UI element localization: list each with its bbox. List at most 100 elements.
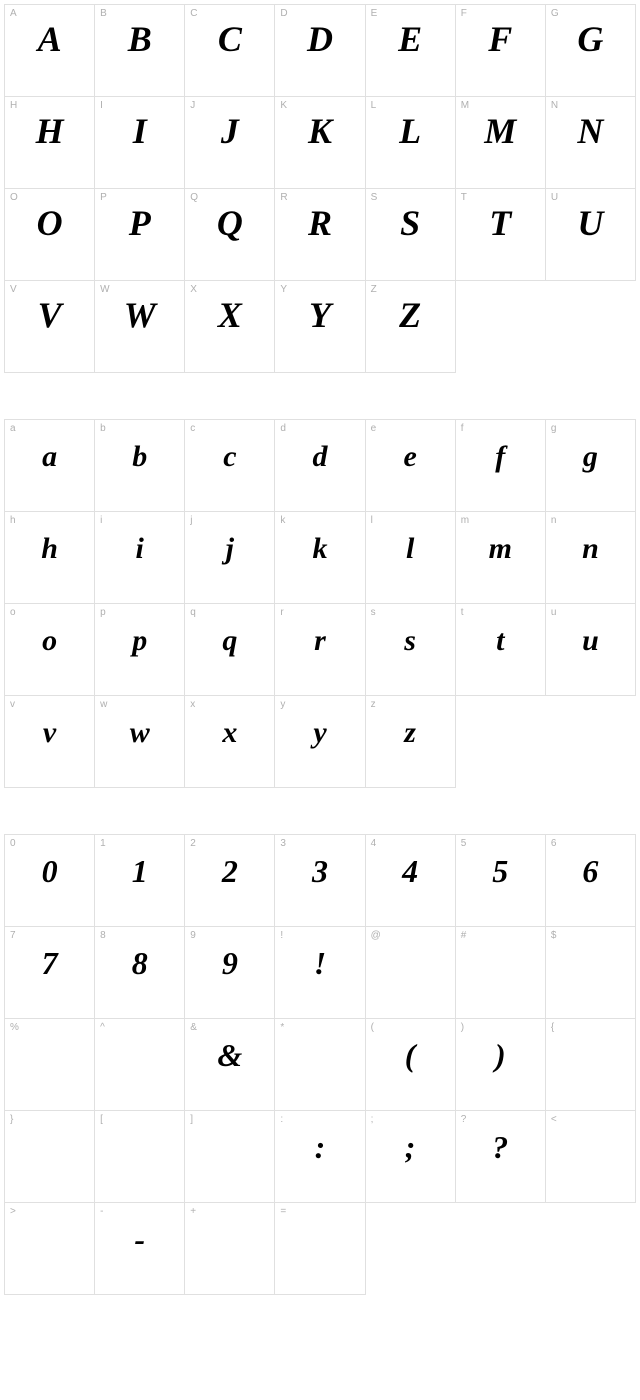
- glyph-label: >: [10, 1206, 16, 1217]
- glyph-label: 1: [100, 838, 106, 849]
- glyph-label: Z: [371, 284, 377, 295]
- glyph-cell: 11: [95, 835, 185, 927]
- glyph-cell: ;;: [366, 1111, 456, 1203]
- glyph-cell: EE: [366, 5, 456, 97]
- glyph-cell: $: [546, 927, 636, 1019]
- glyph-display: X: [185, 297, 274, 333]
- glyph-cell: ii: [95, 512, 185, 604]
- glyph-label: i: [100, 515, 103, 526]
- glyph-label: [: [100, 1114, 103, 1125]
- glyph-label: C: [190, 8, 198, 19]
- glyph-label: q: [190, 607, 196, 618]
- glyph-label: ?: [461, 1114, 467, 1125]
- glyph-display: 4: [366, 855, 455, 887]
- glyph-display: v: [5, 718, 94, 748]
- glyph-cell: ZZ: [366, 281, 456, 373]
- glyph-label: %: [10, 1022, 19, 1033]
- glyph-cell: UU: [546, 189, 636, 281]
- glyph-label: o: [10, 607, 16, 618]
- glyph-label: <: [551, 1114, 557, 1125]
- glyph-cell: <: [546, 1111, 636, 1203]
- glyph-cell: RR: [275, 189, 365, 281]
- glyph-cell: [: [95, 1111, 185, 1203]
- glyph-label: 2: [190, 838, 196, 849]
- glyph-label: ;: [371, 1114, 374, 1125]
- glyph-cell: DD: [275, 5, 365, 97]
- glyph-cell: ]: [185, 1111, 275, 1203]
- glyph-cell: uu: [546, 604, 636, 696]
- glyph-label: K: [280, 100, 287, 111]
- glyph-display: 2: [185, 855, 274, 887]
- glyph-cell: YY: [275, 281, 365, 373]
- glyph-label: -: [100, 1206, 104, 1217]
- glyph-label: l: [371, 515, 374, 526]
- glyph-cell: oo: [5, 604, 95, 696]
- glyph-display: O: [5, 205, 94, 241]
- glyph-display: U: [546, 205, 635, 241]
- glyph-label: 9: [190, 930, 196, 941]
- glyph-label: e: [371, 423, 377, 434]
- glyph-cell: 00: [5, 835, 95, 927]
- glyph-grid-symbols: 00112233445566778899!!@#$%^&&*(()){}[]::…: [4, 834, 636, 1295]
- glyph-display: -: [95, 1223, 184, 1255]
- glyph-display: w: [95, 718, 184, 748]
- glyph-label: $: [551, 930, 557, 941]
- glyph-cell: BB: [95, 5, 185, 97]
- glyph-cell: *: [275, 1019, 365, 1111]
- glyph-cell: ff: [456, 420, 546, 512]
- glyph-cell: ww: [95, 696, 185, 788]
- glyph-display: j: [185, 534, 274, 564]
- glyph-display: T: [456, 205, 545, 241]
- glyph-cell: +: [185, 1203, 275, 1295]
- glyph-display: k: [275, 534, 364, 564]
- glyph-cell: !!: [275, 927, 365, 1019]
- glyph-display: (: [366, 1039, 455, 1071]
- glyph-label: G: [551, 8, 559, 19]
- glyph-display: E: [366, 21, 455, 57]
- glyph-cell: vv: [5, 696, 95, 788]
- glyph-display: o: [5, 626, 94, 656]
- glyph-display: x: [185, 718, 274, 748]
- glyph-display: c: [185, 442, 274, 472]
- glyph-display: I: [95, 113, 184, 149]
- glyph-display: !: [275, 947, 364, 979]
- glyph-cell: tt: [456, 604, 546, 696]
- section-lowercase: aabbccddeeffgghhiijjkkllmmnnooppqqrrsstt…: [4, 419, 636, 788]
- glyph-display: i: [95, 534, 184, 564]
- glyph-cell: AA: [5, 5, 95, 97]
- glyph-display: F: [456, 21, 545, 57]
- glyph-label: h: [10, 515, 16, 526]
- glyph-cell: 66: [546, 835, 636, 927]
- glyph-cell: dd: [275, 420, 365, 512]
- glyph-label: d: [280, 423, 286, 434]
- glyph-cell: ((: [366, 1019, 456, 1111]
- glyph-display: K: [275, 113, 364, 149]
- glyph-display: D: [275, 21, 364, 57]
- glyph-display: y: [275, 718, 364, 748]
- glyph-label: J: [190, 100, 195, 111]
- glyph-display: W: [95, 297, 184, 333]
- glyph-label: D: [280, 8, 288, 19]
- glyph-label: U: [551, 192, 559, 203]
- glyph-display: 8: [95, 947, 184, 979]
- glyph-label: p: [100, 607, 106, 618]
- glyph-label: Y: [280, 284, 287, 295]
- glyph-cell: zz: [366, 696, 456, 788]
- glyph-label: y: [280, 699, 285, 710]
- glyph-cell: JJ: [185, 97, 275, 189]
- glyph-cell: bb: [95, 420, 185, 512]
- glyph-label: E: [371, 8, 378, 19]
- glyph-display: S: [366, 205, 455, 241]
- glyph-label: }: [10, 1114, 14, 1125]
- glyph-cell: WW: [95, 281, 185, 373]
- glyph-label: {: [551, 1022, 555, 1033]
- glyph-display: a: [5, 442, 94, 472]
- glyph-display: h: [5, 534, 94, 564]
- glyph-label: R: [280, 192, 288, 203]
- glyph-label: j: [190, 515, 193, 526]
- glyph-label: !: [280, 930, 283, 941]
- glyph-cell: TT: [456, 189, 546, 281]
- glyph-display: r: [275, 626, 364, 656]
- glyph-label: g: [551, 423, 557, 434]
- glyph-label: P: [100, 192, 107, 203]
